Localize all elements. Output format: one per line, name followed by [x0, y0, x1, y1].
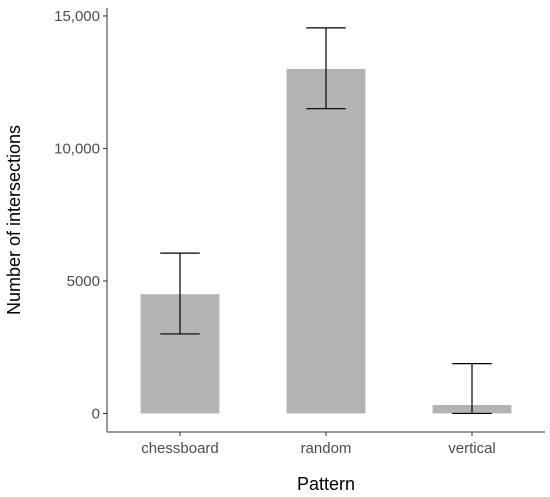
bars — [140, 68, 512, 414]
error-bar-vertical — [452, 363, 492, 415]
error-bars — [160, 27, 492, 415]
x-axis-ticks: chessboard random vertical — [141, 432, 496, 457]
error-bar-random — [306, 27, 346, 110]
y-axis-ticks: 0 5000 10,000 15,000 — [54, 8, 107, 422]
bar-random — [286, 68, 366, 414]
y-axis-title: Number of intersections — [4, 125, 24, 315]
error-bar-chessboard — [160, 252, 200, 335]
x-tick-label: chessboard — [141, 440, 219, 457]
y-tick-label: 0 — [92, 405, 100, 422]
x-axis-title: Pattern — [297, 474, 355, 494]
y-tick-label: 5000 — [67, 273, 100, 290]
y-tick-label: 15,000 — [54, 8, 100, 25]
x-tick-label: vertical — [448, 440, 496, 457]
y-tick-label: 10,000 — [54, 140, 100, 157]
x-tick-label: random — [301, 440, 352, 457]
